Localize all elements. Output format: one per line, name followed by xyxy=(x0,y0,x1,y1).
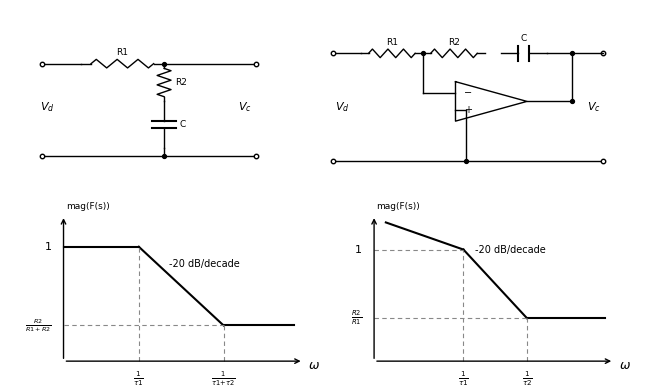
Text: $\frac{R2}{R1}$: $\frac{R2}{R1}$ xyxy=(351,309,362,327)
Text: $\frac{R2}{R1+R2}$: $\frac{R2}{R1+R2}$ xyxy=(25,317,52,334)
Text: $V_c$: $V_c$ xyxy=(238,100,252,114)
Text: $\omega$: $\omega$ xyxy=(619,359,631,372)
Text: -20 dB/decade: -20 dB/decade xyxy=(475,245,546,255)
Text: $V_c$: $V_c$ xyxy=(587,100,600,114)
Text: R1: R1 xyxy=(116,48,128,57)
Text: $\frac{1}{\tau 2}$: $\frac{1}{\tau 2}$ xyxy=(521,370,532,388)
Text: 1: 1 xyxy=(355,245,362,255)
Text: $V_d$: $V_d$ xyxy=(40,100,54,114)
Text: −: − xyxy=(464,88,472,98)
Text: $\frac{1}{\tau 1{+}\tau 2}$: $\frac{1}{\tau 1{+}\tau 2}$ xyxy=(211,370,236,388)
Text: $\frac{1}{\tau 1}$: $\frac{1}{\tau 1}$ xyxy=(458,370,469,388)
Text: +: + xyxy=(464,105,472,115)
Text: C: C xyxy=(179,120,186,129)
Text: 1: 1 xyxy=(45,242,52,252)
Text: mag(F(s)): mag(F(s)) xyxy=(377,202,420,211)
Text: $V_d$: $V_d$ xyxy=(335,100,349,114)
Text: R1: R1 xyxy=(386,38,398,47)
Text: C: C xyxy=(521,34,527,43)
Text: $\omega$: $\omega$ xyxy=(308,359,320,372)
Text: -20 dB/decade: -20 dB/decade xyxy=(170,259,240,269)
Text: R2: R2 xyxy=(175,78,187,87)
Text: $\frac{1}{\tau 1}$: $\frac{1}{\tau 1}$ xyxy=(133,370,144,388)
Text: R2: R2 xyxy=(448,38,460,47)
Text: mag(F(s)): mag(F(s)) xyxy=(66,202,109,211)
